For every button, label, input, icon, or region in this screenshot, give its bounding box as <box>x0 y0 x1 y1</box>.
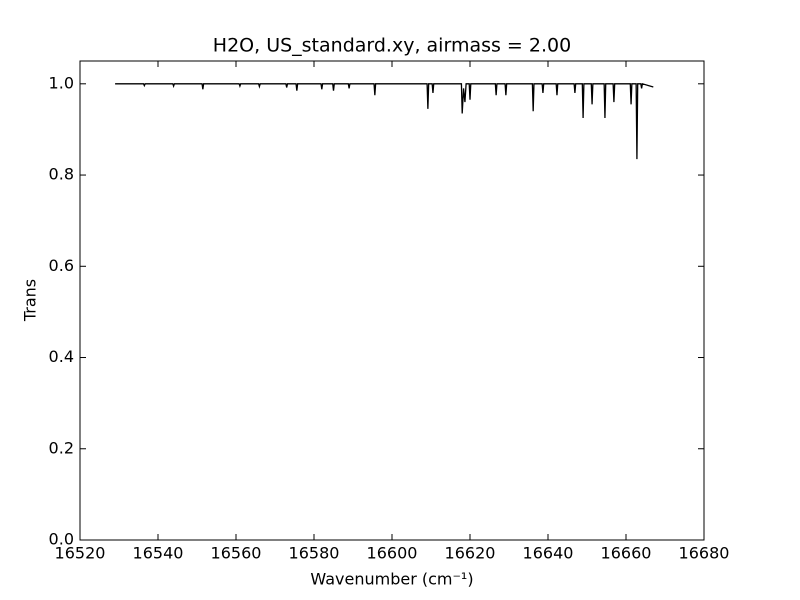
y-tick-label: 0.4 <box>49 347 74 366</box>
spectrum-line <box>115 82 654 160</box>
x-tick-label: 16580 <box>289 544 340 563</box>
y-tick-label: 0.0 <box>49 530 74 549</box>
x-tick-label: 16540 <box>133 544 184 563</box>
x-axis-label: Wavenumber (cm⁻¹) <box>310 570 473 589</box>
plot-frame <box>79 60 705 541</box>
x-tick-label: 16640 <box>523 544 574 563</box>
chart-title: H2O, US_standard.xy, airmass = 2.00 <box>213 35 571 57</box>
x-tick-label: 16680 <box>679 544 730 563</box>
y-tick-label: 0.6 <box>49 256 74 275</box>
x-tick-label: 16560 <box>211 544 262 563</box>
x-tick-label: 16620 <box>445 544 496 563</box>
y-tick-label: 0.8 <box>49 165 74 184</box>
y-axis-label: Trans <box>21 279 40 322</box>
x-tick-label: 16660 <box>601 544 652 563</box>
x-tick-label: 16520 <box>55 544 106 563</box>
y-tick-label: 0.2 <box>49 438 74 457</box>
y-tick-label: 1.0 <box>49 73 74 92</box>
x-tick-label: 16600 <box>367 544 418 563</box>
